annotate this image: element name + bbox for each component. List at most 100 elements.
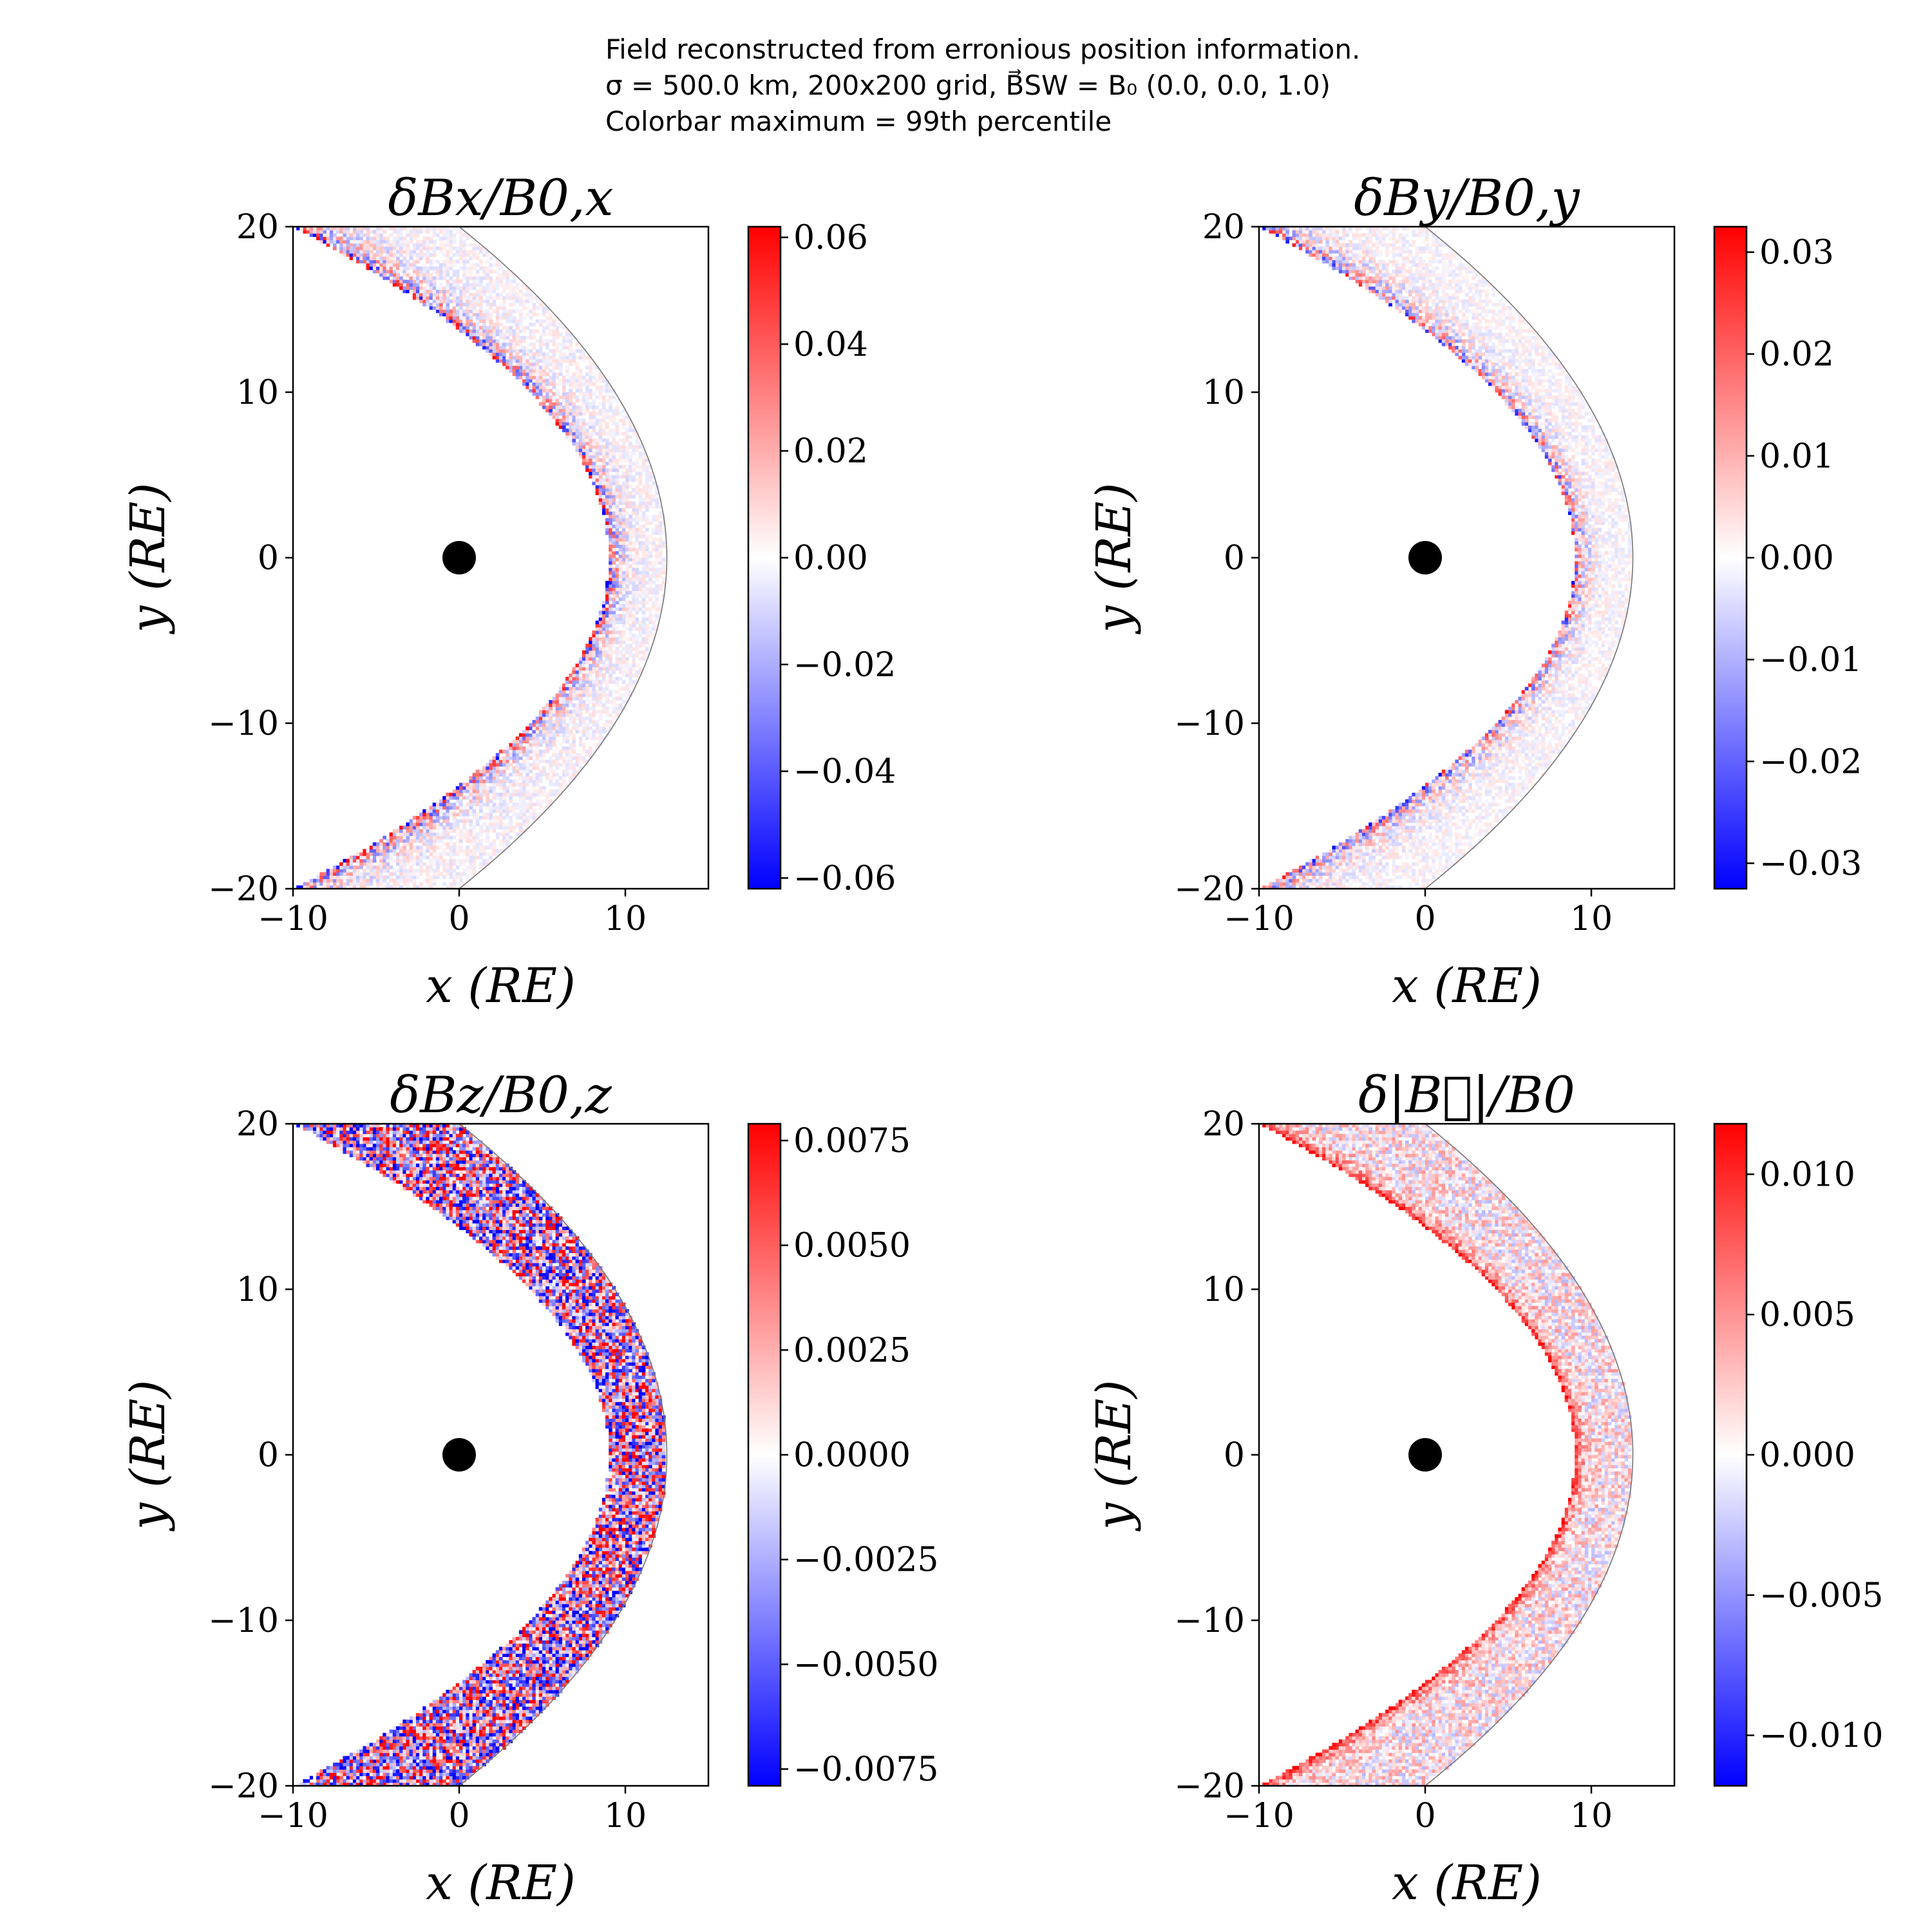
heatmap-cell (575, 677, 580, 681)
heatmap-cell (558, 723, 563, 727)
heatmap-cell (509, 369, 513, 373)
heatmap-cell (649, 611, 652, 614)
heatmap-cell (605, 597, 609, 601)
heatmap-cell (615, 584, 620, 588)
heatmap-cell (578, 451, 583, 456)
heatmap-cell (372, 849, 377, 853)
heatmap-cell (376, 852, 380, 857)
heatmap-cell (582, 359, 586, 363)
heatmap-cell (512, 792, 516, 797)
heatmap-cell (598, 419, 603, 422)
heatmap-cell (592, 657, 596, 661)
heatmap-cell (495, 309, 500, 314)
heatmap-cell (1425, 846, 1429, 849)
heatmap-cell (629, 461, 632, 466)
heatmap-cell (555, 726, 560, 730)
heatmap-cell (575, 445, 580, 449)
heatmap-cell (479, 316, 483, 320)
heatmap-cell (535, 319, 540, 323)
heatmap-cell (532, 388, 536, 393)
heatmap-cell (652, 561, 656, 565)
heatmap-cell (582, 723, 586, 727)
heatmap-cell (1448, 862, 1452, 866)
heatmap-cell (498, 323, 503, 327)
heatmap-cell (612, 448, 616, 453)
heatmap-cell (392, 885, 397, 889)
heatmap-cell (645, 567, 649, 572)
heatmap-cell (592, 402, 596, 406)
heatmap-cell (635, 458, 639, 462)
heatmap-cell (415, 236, 420, 241)
heatmap-cell (618, 445, 623, 449)
heatmap-cell (621, 422, 626, 426)
heatmap-cell (469, 862, 473, 866)
heatmap-cell (482, 342, 486, 346)
heatmap-cell (469, 319, 473, 323)
heatmap-cell (542, 799, 546, 803)
heatmap-cell (632, 683, 636, 687)
heatmap-cell (352, 885, 357, 889)
heatmap-cell (569, 753, 573, 757)
heatmap-cell (452, 289, 457, 294)
heatmap-cell (455, 792, 460, 797)
heatmap-cell (625, 604, 629, 608)
heatmap-cell (1388, 852, 1392, 857)
heatmap-cell (615, 461, 620, 466)
heatmap-cell (412, 849, 417, 853)
heatmap-cell (621, 637, 626, 641)
heatmap-cell (498, 809, 503, 813)
heatmap-cell (419, 829, 423, 833)
heatmap-cell (426, 885, 430, 889)
heatmap-cell (455, 832, 460, 837)
heatmap-cell (486, 273, 489, 277)
heatmap-cell (356, 246, 360, 251)
heatmap-cell (406, 852, 410, 857)
heatmap-cell (396, 283, 400, 287)
heatmap-cell (446, 829, 450, 833)
heatmap-cell (538, 786, 543, 790)
heatmap-cell (618, 706, 623, 710)
heatmap-cell (612, 547, 616, 552)
heatmap-cell (569, 773, 573, 777)
heatmap-cell (492, 826, 497, 829)
heatmap-cell (565, 762, 569, 767)
heatmap-cell (629, 491, 632, 495)
heatmap-cell (655, 544, 659, 549)
heatmap-cell (359, 878, 363, 883)
heatmap-cell (466, 858, 469, 863)
heatmap-cell (649, 484, 652, 489)
heatmap-cell (469, 256, 473, 260)
heatmap-cell (629, 428, 632, 433)
heatmap-cell (502, 762, 506, 767)
heatmap-cell (439, 826, 443, 829)
heatmap-cell (661, 584, 666, 588)
heatmap-cell (609, 544, 612, 549)
heatmap-cell (538, 339, 543, 343)
heatmap-cell (601, 419, 606, 422)
heatmap-cell (595, 405, 600, 410)
heatmap-cell (595, 422, 600, 426)
heatmap-cell (572, 412, 576, 416)
heatmap-cell (409, 846, 413, 849)
heatmap-cell (655, 571, 659, 575)
heatmap-cell (582, 422, 586, 426)
heatmap-cell (339, 230, 343, 234)
heatmap-cell (462, 253, 466, 257)
heatmap-cell (585, 696, 589, 701)
heatmap-cell (336, 230, 340, 234)
heatmap-cell (555, 762, 560, 767)
heatmap-cell (303, 882, 307, 886)
heatmap-cell (422, 230, 426, 234)
heatmap-cell (598, 475, 603, 479)
heatmap-cell (595, 693, 600, 697)
heatmap-cell (618, 657, 623, 661)
heatmap-cell (482, 289, 486, 294)
heatmap-cell (529, 723, 533, 727)
heatmap-cell (532, 336, 536, 340)
heatmap-cell (442, 306, 446, 310)
heatmap-cell (549, 723, 553, 727)
heatmap-cell (529, 806, 533, 810)
heatmap-cell (1368, 858, 1372, 863)
heatmap-cell (1349, 849, 1352, 853)
heatmap-cell (389, 866, 393, 869)
